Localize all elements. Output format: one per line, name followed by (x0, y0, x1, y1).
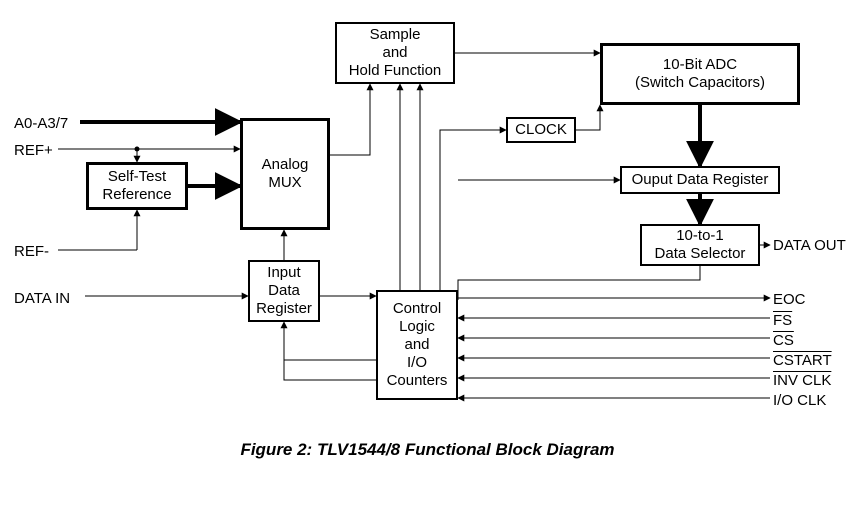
input-register-label: InputDataRegister (256, 264, 312, 318)
port-cstart-label: CSTART (773, 352, 832, 369)
port-refm-label: REF- (14, 243, 49, 260)
output-register-label: Ouput Data Register (632, 171, 769, 189)
diagram-stage: SampleandHold Function 10-Bit ADC(Switch… (0, 0, 855, 512)
input-register-block: InputDataRegister (248, 260, 320, 322)
clock-label: CLOCK (515, 121, 567, 139)
adc-label: 10-Bit ADC(Switch Capacitors) (635, 56, 765, 92)
clock-block: CLOCK (506, 117, 576, 143)
analog-mux-label: AnalogMUX (262, 156, 309, 192)
port-dataout-label: DATA OUT (773, 237, 846, 254)
junction-dot (135, 147, 140, 152)
control-logic-label: ControlLogicandI/OCounters (387, 300, 448, 390)
port-refp-label: REF+ (14, 142, 53, 159)
port-invclk-label: INV CLK (773, 372, 831, 389)
port-a0-label: A0-A3/7 (14, 115, 68, 132)
self-test-block: Self-TestReference (86, 162, 188, 210)
port-cs-label: CS (773, 332, 794, 349)
wire-clock-to-adc (576, 105, 600, 130)
sample-hold-label: SampleandHold Function (349, 26, 442, 80)
output-register-block: Ouput Data Register (620, 166, 780, 194)
port-fs-label: FS (773, 312, 792, 329)
wire-ctrl-to-inreg (284, 322, 376, 360)
sample-hold-block: SampleandHold Function (335, 22, 455, 84)
port-ioclk-label: I/O CLK (773, 392, 826, 409)
self-test-label: Self-TestReference (102, 168, 171, 204)
wire-ctrl-to-clock (440, 130, 506, 290)
wire-mux-to-sh (330, 84, 370, 155)
port-eoc-label: EOC (773, 291, 806, 308)
control-logic-block: ControlLogicandI/OCounters (376, 290, 458, 400)
wire-datasel-down-ctrl (458, 266, 700, 300)
analog-mux-block: AnalogMUX (240, 118, 330, 230)
figure-caption: Figure 2: TLV1544/8 Functional Block Dia… (0, 440, 855, 460)
port-datain-label: DATA IN (14, 290, 70, 307)
data-selector-label: 10-to-1Data Selector (655, 227, 746, 263)
data-selector-block: 10-to-1Data Selector (640, 224, 760, 266)
adc-block: 10-Bit ADC(Switch Capacitors) (600, 43, 800, 105)
